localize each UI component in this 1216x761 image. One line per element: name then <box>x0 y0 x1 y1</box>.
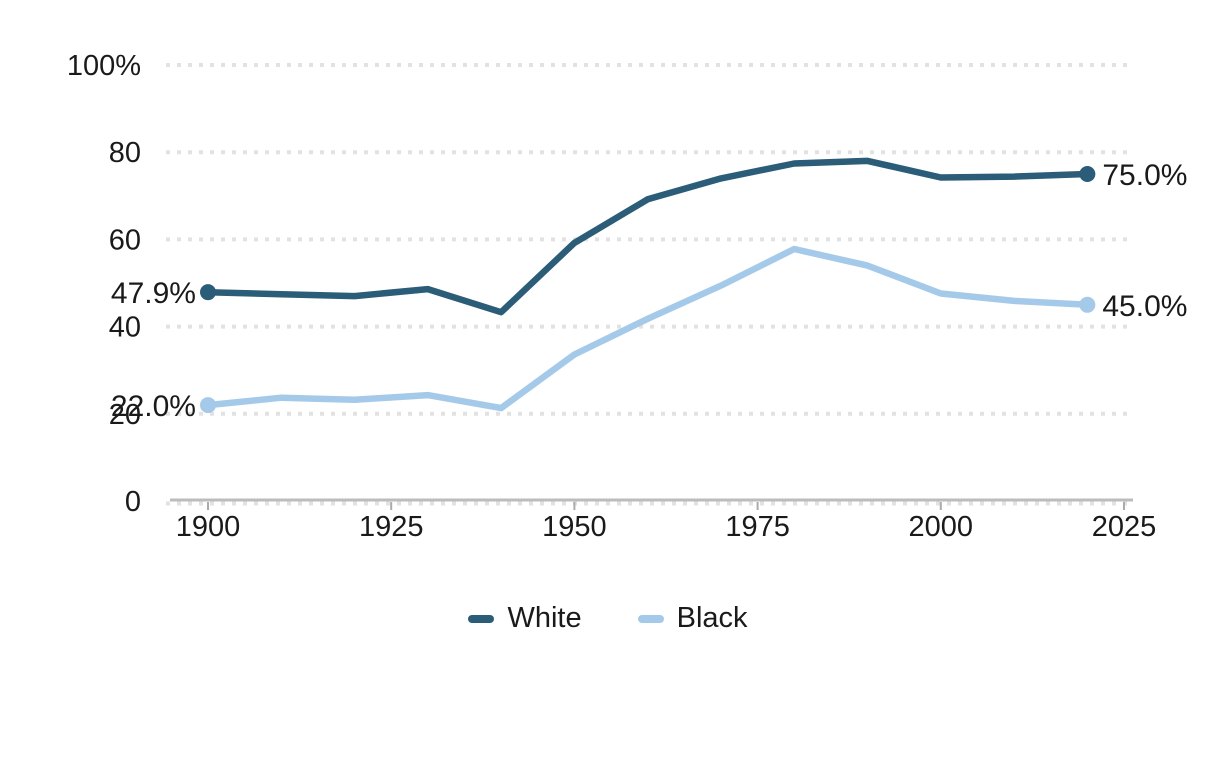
svg-text:22.0%: 22.0% <box>111 390 196 423</box>
svg-text:75.0%: 75.0% <box>1102 159 1187 192</box>
svg-text:1950: 1950 <box>542 511 607 543</box>
svg-text:47.9%: 47.9% <box>111 277 196 310</box>
chart-legend: White Black <box>0 604 1216 633</box>
svg-text:2025: 2025 <box>1092 511 1157 543</box>
svg-text:20: 20 <box>109 399 141 431</box>
svg-text:45.0%: 45.0% <box>1102 290 1187 323</box>
legend-item-black[interactable]: Black <box>637 602 748 634</box>
svg-text:60: 60 <box>109 224 141 256</box>
legend-label-black: Black <box>676 602 748 634</box>
line-chart: 0 20 40 60 80 100% 1900 1925 1950 1975 2000 2025 47.… <box>67 50 1188 543</box>
svg-text:40: 40 <box>109 312 141 344</box>
legend-label-white: White <box>507 602 582 634</box>
svg-text:100%: 100% <box>67 50 141 82</box>
svg-text:80: 80 <box>109 137 141 169</box>
legend-item-white[interactable]: White <box>468 602 582 634</box>
svg-text:1925: 1925 <box>359 511 424 543</box>
svg-text:1900: 1900 <box>176 511 241 543</box>
white-series-swatch <box>468 614 495 623</box>
svg-text:1975: 1975 <box>725 511 790 543</box>
black-series-swatch <box>637 614 664 623</box>
svg-text:0: 0 <box>125 486 141 518</box>
svg-text:2000: 2000 <box>909 511 974 543</box>
